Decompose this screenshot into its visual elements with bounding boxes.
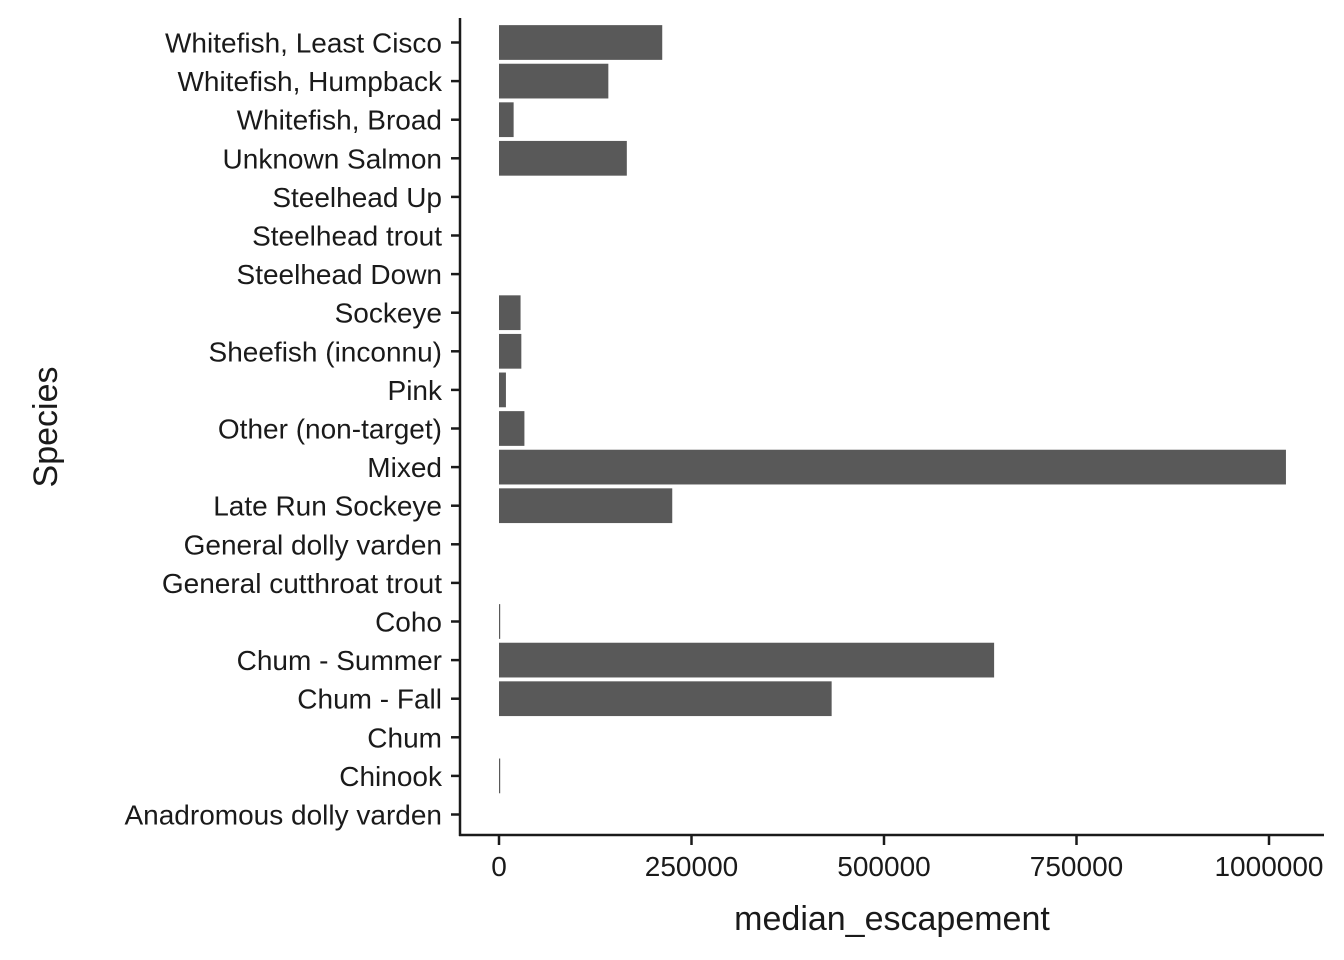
y-tick-label: Late Run Sockeye — [213, 491, 442, 522]
y-tick-label: Coho — [375, 607, 442, 638]
y-tick-label: Chinook — [339, 761, 443, 792]
y-tick-label: Sockeye — [335, 298, 442, 329]
y-axis-ticks: Anadromous dolly varden Chinook Chum Chum -… — [124, 28, 460, 831]
bar — [499, 681, 832, 717]
x-axis-title: median_escapement — [734, 900, 1050, 938]
y-tick-label: Mixed — [367, 452, 442, 483]
bar — [499, 140, 627, 176]
bar — [499, 604, 501, 639]
bar — [499, 102, 514, 138]
y-tick-label: Pink — [388, 375, 443, 406]
bar — [499, 63, 609, 99]
bar — [499, 25, 663, 60]
y-tick-label: General cutthroat trout — [162, 568, 442, 599]
y-tick-label: Whitefish, Least Cisco — [165, 28, 442, 59]
bars-group — [499, 25, 1286, 794]
y-tick-label: General dolly varden — [184, 529, 442, 560]
y-tick-label: Whitefish, Humpback — [177, 66, 443, 97]
x-tick-label: 500000 — [837, 851, 930, 882]
y-tick-label: Chum — [367, 722, 442, 753]
bar — [499, 758, 501, 794]
y-tick-label: Chum - Summer — [237, 645, 442, 676]
x-tick-label: 0 — [491, 851, 507, 882]
x-tick-label: 750000 — [1030, 851, 1123, 882]
y-tick-label: Steelhead Up — [272, 182, 442, 213]
bar — [499, 449, 1286, 485]
bar — [499, 411, 525, 446]
x-tick-label: 250000 — [645, 851, 738, 882]
x-axis-ticks: 0 250000 500000 750000 1000000 — [491, 835, 1324, 882]
bar — [499, 372, 506, 408]
y-tick-label: Whitefish, Broad — [237, 105, 442, 136]
bar — [499, 488, 673, 524]
y-tick-label: Chum - Fall — [297, 684, 442, 715]
bar — [499, 642, 995, 678]
y-axis-title: Species — [27, 367, 65, 488]
x-tick-label: 1000000 — [1214, 851, 1323, 882]
bar — [499, 295, 521, 331]
y-tick-label: Steelhead trout — [252, 221, 442, 252]
bar — [499, 333, 522, 369]
y-tick-label: Unknown Salmon — [223, 143, 442, 174]
y-tick-label: Sheefish (inconnu) — [209, 336, 442, 367]
y-tick-label: Anadromous dolly varden — [124, 800, 442, 831]
y-tick-label: Other (non-target) — [218, 414, 442, 445]
y-tick-label: Steelhead Down — [237, 259, 442, 290]
